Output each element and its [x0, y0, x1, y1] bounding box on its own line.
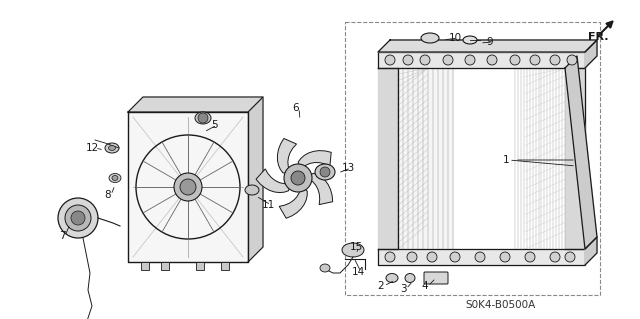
Circle shape: [475, 252, 485, 262]
Text: 6: 6: [292, 103, 300, 113]
Circle shape: [407, 252, 417, 262]
Text: 13: 13: [341, 163, 355, 173]
Polygon shape: [378, 52, 585, 68]
Circle shape: [180, 179, 196, 195]
Polygon shape: [128, 97, 263, 112]
Ellipse shape: [245, 185, 259, 195]
Circle shape: [420, 55, 430, 65]
Polygon shape: [306, 173, 333, 204]
Text: 12: 12: [85, 143, 99, 153]
Circle shape: [443, 55, 453, 65]
Polygon shape: [398, 68, 453, 249]
Circle shape: [403, 55, 413, 65]
Text: 5: 5: [211, 120, 218, 130]
Ellipse shape: [386, 273, 398, 283]
Text: 7: 7: [59, 231, 65, 241]
Circle shape: [71, 211, 85, 225]
Text: 2: 2: [378, 281, 384, 291]
Circle shape: [58, 198, 98, 238]
Circle shape: [510, 55, 520, 65]
Circle shape: [450, 252, 460, 262]
Circle shape: [291, 171, 305, 185]
Ellipse shape: [195, 112, 211, 124]
Bar: [141, 262, 149, 270]
Ellipse shape: [405, 273, 415, 283]
Circle shape: [65, 205, 91, 231]
Circle shape: [550, 55, 560, 65]
Text: 15: 15: [349, 242, 363, 252]
Circle shape: [385, 55, 395, 65]
Polygon shape: [248, 97, 263, 262]
Polygon shape: [279, 186, 307, 218]
Circle shape: [174, 173, 202, 201]
Polygon shape: [565, 68, 585, 249]
Polygon shape: [256, 169, 292, 193]
Ellipse shape: [315, 164, 335, 180]
Circle shape: [284, 164, 312, 192]
Text: 9: 9: [486, 37, 493, 47]
Polygon shape: [378, 40, 597, 52]
Circle shape: [320, 167, 330, 177]
Ellipse shape: [109, 145, 115, 151]
Polygon shape: [128, 112, 248, 262]
Polygon shape: [378, 68, 398, 249]
Text: 1: 1: [502, 155, 509, 165]
Polygon shape: [298, 151, 332, 170]
Ellipse shape: [342, 243, 364, 257]
Circle shape: [385, 252, 395, 262]
Bar: [221, 262, 229, 270]
Circle shape: [487, 55, 497, 65]
Ellipse shape: [112, 175, 118, 181]
Bar: [196, 262, 204, 270]
Ellipse shape: [421, 33, 439, 43]
Circle shape: [427, 252, 437, 262]
FancyBboxPatch shape: [424, 272, 448, 284]
Circle shape: [530, 55, 540, 65]
Text: 4: 4: [422, 281, 428, 291]
Circle shape: [198, 113, 208, 123]
Polygon shape: [278, 138, 296, 173]
Text: 3: 3: [400, 284, 406, 294]
Bar: [161, 262, 169, 270]
Circle shape: [567, 55, 577, 65]
Ellipse shape: [109, 174, 121, 182]
Polygon shape: [585, 237, 597, 265]
Ellipse shape: [320, 264, 330, 272]
Circle shape: [565, 252, 575, 262]
Text: S0K4-B0500A: S0K4-B0500A: [465, 300, 535, 310]
Circle shape: [550, 252, 560, 262]
Text: 8: 8: [105, 190, 111, 200]
Bar: [345, 22, 600, 295]
Text: FR.: FR.: [588, 32, 609, 42]
Polygon shape: [378, 249, 585, 265]
Text: 14: 14: [351, 267, 365, 277]
Circle shape: [525, 252, 535, 262]
Ellipse shape: [105, 143, 119, 153]
Polygon shape: [585, 40, 597, 68]
Text: 10: 10: [449, 33, 461, 43]
Ellipse shape: [463, 36, 477, 44]
Circle shape: [465, 55, 475, 65]
Text: 11: 11: [261, 200, 275, 210]
Circle shape: [500, 252, 510, 262]
Polygon shape: [565, 56, 597, 249]
